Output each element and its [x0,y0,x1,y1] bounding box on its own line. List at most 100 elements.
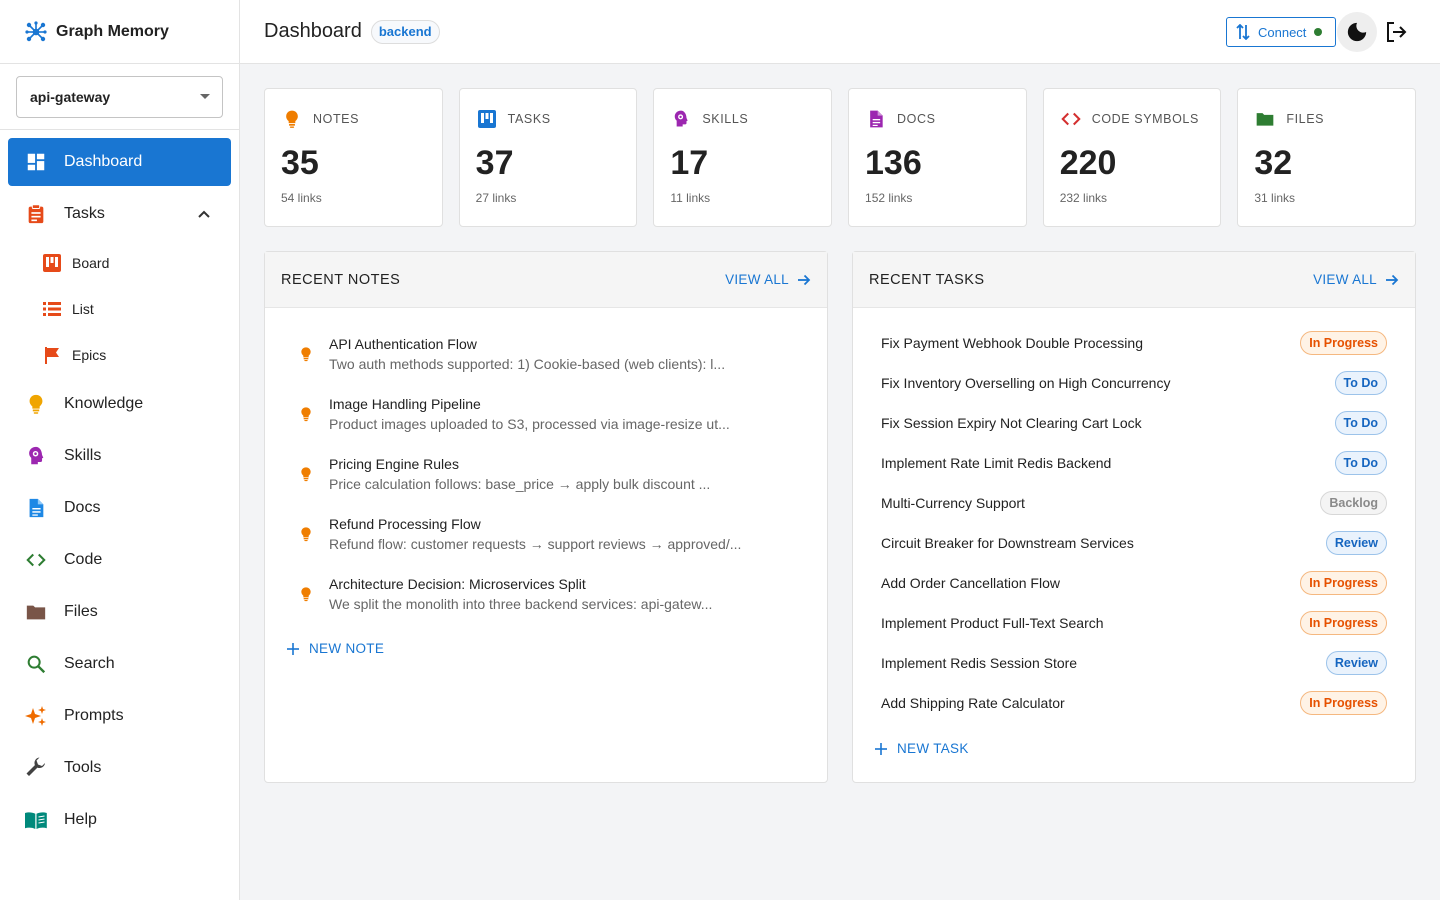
sidebar-item-tasks[interactable]: Tasks [8,190,231,238]
code-icon [1060,108,1082,130]
sidebar-item-code[interactable]: Code [8,536,231,584]
table-row[interactable]: Implement Redis Session Store Review [869,643,1387,683]
task-title: Fix Payment Webhook Double Processing [881,335,1143,351]
list-item[interactable]: Refund Processing Flow Refund flow: cust… [281,509,801,559]
task-title: Add Order Cancellation Flow [881,575,1060,591]
list-item[interactable]: Pricing Engine Rules Price calculation f… [281,449,801,499]
stat-links: 27 links [475,191,517,205]
note-title: Refund Processing Flow [329,516,481,532]
table-row[interactable]: Add Order Cancellation Flow In Progress [869,563,1387,603]
folder-icon [1254,108,1276,130]
sidebar-subitem-label: List [72,301,94,317]
sidebar-item-tools[interactable]: Tools [8,744,231,792]
stat-label: SKILLS [702,112,749,126]
dashboard-icon [24,150,48,174]
sidebar-item-skills[interactable]: Skills [8,432,231,480]
table-row[interactable]: Implement Product Full-Text Search In Pr… [869,603,1387,643]
table-row[interactable]: Multi-Currency Support Backlog [869,483,1387,523]
sidebar-item-help[interactable]: Help [8,796,231,844]
sidebar-item-label: Search [64,655,115,672]
sidebar-subitem-epics[interactable]: Epics [8,334,231,376]
caret-down-icon [200,94,210,99]
table-row[interactable]: Add Shipping Rate Calculator In Progress [869,683,1387,723]
skills-icon [670,108,692,130]
status-badge: Backlog [1320,491,1387,515]
logout-icon [1384,20,1408,44]
task-title: Fix Session Expiry Not Clearing Cart Loc… [881,415,1142,431]
stat-card-skills[interactable]: SKILLS 17 11 links [653,88,833,227]
note-snippet: Refund flow: customer requests → support… [329,536,742,552]
list-item[interactable]: API Authentication Flow Two auth methods… [281,329,801,379]
connect-icon [1235,24,1251,40]
note-snippet: Price calculation follows: base_price → … [329,476,711,492]
table-row[interactable]: Implement Rate Limit Redis Backend To Do [869,443,1387,483]
list-item[interactable]: Architecture Decision: Microservices Spl… [281,569,801,619]
sidebar-item-label: Dashboard [64,153,143,170]
status-badge: Review [1325,531,1387,555]
sidebar-item-label: Tools [64,759,102,776]
sidebar-subitem-list[interactable]: List [8,288,231,330]
arrow-right-icon [798,274,811,285]
note-title: API Authentication Flow [329,336,477,352]
stat-card-tasks[interactable]: TASKS 37 27 links [458,88,638,227]
stat-value: 37 [475,144,514,182]
sidebar-item-search[interactable]: Search [8,640,231,688]
theme-toggle-button[interactable] [1337,12,1377,52]
brand-title: Graph Memory [56,22,169,40]
sidebar-subitem-board[interactable]: Board [8,242,231,284]
status-badge: To Do [1334,451,1387,475]
stat-card-docs[interactable]: DOCS 136 152 links [848,88,1027,227]
skills-icon [24,444,48,468]
table-row[interactable]: Fix Payment Webhook Double Processing In… [869,323,1387,363]
stat-card-code-symbols[interactable]: CODE SYMBOLS 220 232 links [1042,88,1222,227]
status-badge: In Progress [1300,571,1387,595]
sidebar-item-label: Knowledge [64,395,144,412]
logout-button[interactable] [1380,16,1412,48]
sidebar-item-label: Help [64,811,97,828]
project-select[interactable]: api-gateway [16,75,223,118]
notes-view-all-link[interactable]: VIEW ALL [725,272,811,287]
sidebar-item-files[interactable]: Files [8,588,231,636]
moon-icon [1346,21,1368,43]
sidebar-item-prompts[interactable]: Prompts [8,692,231,740]
new-task-label: NEW TASK [897,741,969,756]
document-icon [24,496,48,520]
recent-notes-panel: RECENT NOTES VIEW ALL API Authentication… [264,251,828,783]
folder-icon [24,600,48,624]
new-task-button[interactable]: NEW TASK [875,741,969,756]
brand[interactable]: Graph Memory [0,0,239,64]
sidebar: Graph Memory api-gateway Dashboard Tasks [0,0,240,900]
sidebar-item-label: Prompts [64,707,124,724]
table-row[interactable]: Circuit Breaker for Downstream Services … [869,523,1387,563]
lightbulb-icon [291,399,321,429]
table-row[interactable]: Fix Inventory Overselling on High Concur… [869,363,1387,403]
stat-card-files[interactable]: FILES 32 31 links [1237,88,1417,227]
stat-card-notes[interactable]: NOTES 35 54 links [264,88,443,227]
arrow-right-icon [1386,274,1399,285]
sidebar-item-dashboard[interactable]: Dashboard [8,138,231,186]
table-row[interactable]: Fix Session Expiry Not Clearing Cart Loc… [869,403,1387,443]
task-title: Implement Product Full-Text Search [881,615,1104,631]
lightbulb-icon [291,579,321,609]
flag-icon [42,345,62,365]
recent-notes-header: RECENT NOTES VIEW ALL [265,252,827,308]
stat-links: 11 links [670,191,711,205]
chevron-up-icon[interactable] [197,207,211,226]
top-header: Dashboard backend Connect [240,0,1440,64]
task-title: Multi-Currency Support [881,495,1025,511]
clipboard-icon [24,202,48,226]
tasks-view-all-link[interactable]: VIEW ALL [1313,272,1399,287]
stat-value: 32 [1254,144,1293,182]
plus-icon [875,742,887,755]
book-icon [24,808,48,832]
page-title: Dashboard [264,20,362,42]
sidebar-item-knowledge[interactable]: Knowledge [8,380,231,428]
stat-label: FILES [1286,112,1325,126]
stat-links: 152 links [865,191,913,205]
list-item[interactable]: Image Handling Pipeline Product images u… [281,389,801,439]
task-title: Implement Redis Session Store [881,655,1078,671]
new-note-button[interactable]: NEW NOTE [287,641,384,656]
connect-button[interactable]: Connect [1226,17,1336,47]
stat-value: 220 [1059,144,1117,182]
sidebar-item-docs[interactable]: Docs [8,484,231,532]
